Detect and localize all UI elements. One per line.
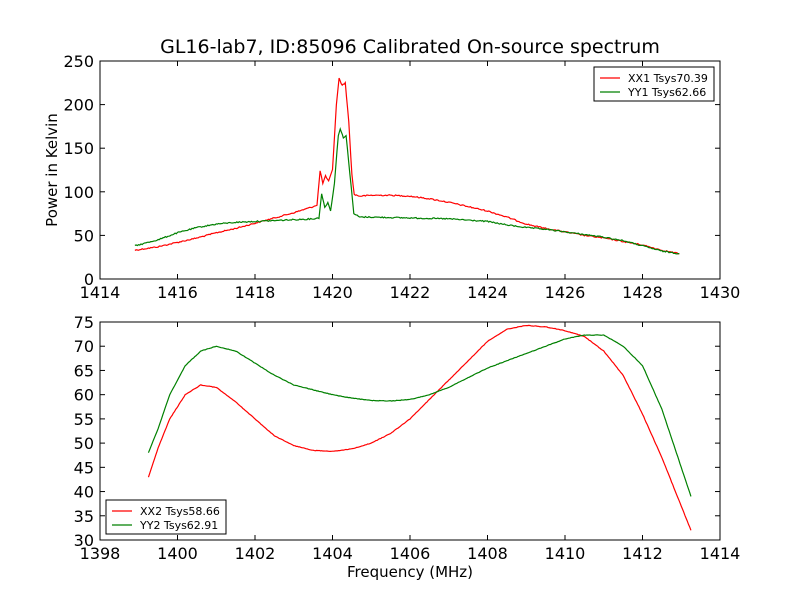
x-tick-label: 1426 [545,283,586,302]
y-tick-label: 150 [63,139,94,158]
legend-box [593,66,715,102]
x-tick-label: 1404 [312,544,353,563]
x-tick-label: 1406 [390,544,431,563]
y-tick-label: 75 [74,313,94,332]
legend-box [105,499,227,535]
chart-title: GL16-lab7, ID:85096 Calibrated On-source… [160,36,660,58]
legend-entry: YY1 Tsys62.66 [627,86,706,99]
x-tick-label: 1414 [700,544,741,563]
x-tick-label: 1402 [235,544,276,563]
y-tick-label: 35 [74,507,94,526]
x-tick-label: 1428 [622,283,663,302]
x-tick-label: 1416 [157,283,198,302]
series-line-2 [147,334,692,497]
y-tick-label: 30 [74,531,94,550]
y-tick-label: 70 [74,337,94,356]
series-line-1 [134,77,680,255]
x-tick-label: 1424 [467,283,508,302]
y-tick-label: 65 [74,361,94,380]
x-tick-label: 1400 [157,544,198,563]
bottom-panel: 1398 1400 1402 1404 1406 1408 1410 1412 1414 30 35… [74,313,741,581]
x-tick-label: 1412 [622,544,663,563]
y-tick-label: 60 [74,386,94,405]
x-axis-label: Frequency (MHz) [347,563,473,581]
y-tick-label: 40 [74,483,94,502]
x-tick-label: 1398 [80,544,121,563]
y-axis-label: Power in Kelvin [43,113,61,227]
y-tick-label: 0 [84,270,94,289]
top-panel: 1414 1416 1418 1420 1422 1424 1426 1428 1430 0 50 1… [43,52,740,302]
y-tick-label: 45 [74,458,94,477]
x-tick-label: 1418 [235,283,276,302]
series-line-1 [147,324,692,531]
x-tick-label: 1422 [390,283,431,302]
y-tick-label: 100 [63,183,94,202]
legend-entry: YY2 Tsys62.91 [139,519,218,532]
y-tick-label: 55 [74,410,94,429]
x-tick-label: 1414 [80,283,121,302]
x-tick-label: 1430 [700,283,741,302]
y-tick-label: 250 [63,52,94,71]
series-line-2 [134,127,680,255]
x-tick-label: 1410 [545,544,586,563]
legend-entry: XX2 Tsys58.66 [140,505,220,518]
y-tick-label: 50 [74,226,94,245]
x-tick-label: 1408 [467,544,508,563]
y-tick-label: 50 [74,434,94,453]
y-tick-label: 200 [63,96,94,115]
legend-entry: XX1 Tsys70.39 [628,72,708,85]
x-tick-label: 1420 [312,283,353,302]
